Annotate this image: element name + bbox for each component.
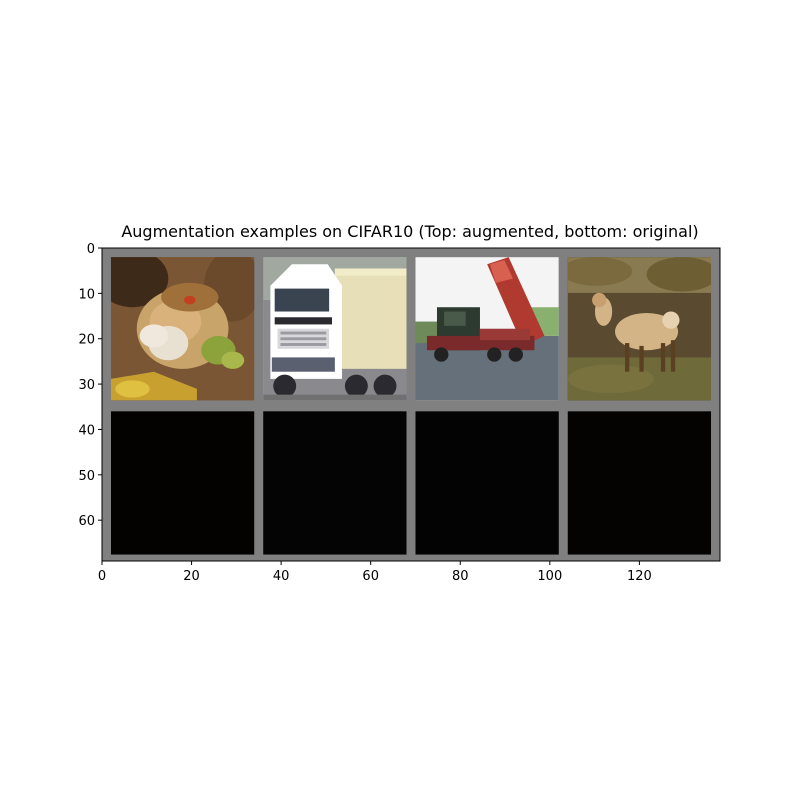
deer-body	[615, 312, 679, 351]
tile-shape	[487, 347, 502, 362]
x-tick-label: 0	[98, 569, 106, 584]
tile-shape	[280, 331, 327, 335]
dark-image-fill	[567, 411, 712, 555]
dark-image-fill	[263, 411, 407, 555]
tile-shape	[479, 328, 531, 341]
x-tick-label: 20	[183, 569, 200, 584]
tile-shape	[273, 374, 297, 398]
image-tile-frog	[110, 257, 255, 401]
tile-shape	[280, 343, 327, 346]
tile-shape	[139, 324, 169, 348]
tile-shape	[592, 292, 607, 308]
dark-image-fill	[415, 411, 559, 555]
image-tile-truck	[263, 257, 407, 401]
tile-shape	[567, 257, 633, 286]
image-tile-dark-image	[567, 411, 712, 555]
y-tick-label: 60	[78, 514, 95, 529]
tile-shape	[646, 257, 712, 292]
x-tick-label: 100	[537, 569, 562, 584]
tile-shape	[508, 347, 523, 362]
image-tile-dump-truck	[415, 257, 559, 401]
image-tile-deer	[567, 257, 712, 401]
tile-shape	[115, 380, 150, 398]
y-axis: 0 10 20 30 40 50 60	[78, 242, 102, 529]
tile-shape	[344, 374, 368, 398]
tile-shape	[489, 259, 513, 283]
tile-shape	[274, 288, 330, 312]
truck-trailer	[334, 268, 407, 369]
tile-shape	[184, 295, 196, 305]
x-tick-label: 60	[362, 569, 379, 584]
y-tick-label: 50	[78, 469, 95, 484]
x-tick-label: 40	[273, 569, 290, 584]
tile-shape	[660, 343, 666, 372]
tile-shape	[567, 364, 654, 394]
tile-shape	[639, 345, 644, 372]
image-tile-dark-image	[110, 411, 255, 555]
plot-area	[101, 247, 721, 562]
x-axis: 0 20 40 60 80 100 120	[98, 561, 652, 584]
dark-image-fill	[110, 411, 255, 555]
tile-shape	[271, 357, 335, 372]
tile-shape	[334, 268, 407, 276]
tile-shape	[110, 257, 169, 308]
tile-shape	[625, 343, 630, 372]
tile-shape	[662, 311, 680, 329]
tile-shape	[670, 340, 676, 372]
x-tick-label: 80	[452, 569, 469, 584]
x-tick-label: 120	[627, 569, 652, 584]
tile-shape	[280, 337, 327, 341]
tile-shape	[434, 347, 449, 362]
chart-title: Augmentation examples on CIFAR10 (Top: a…	[121, 222, 698, 241]
y-tick-label: 40	[78, 423, 95, 438]
y-tick-label: 20	[78, 333, 95, 348]
tile-shape	[221, 351, 245, 369]
tile-shape	[444, 311, 466, 326]
image-tile-dark-image	[415, 411, 559, 555]
tile-shape	[274, 317, 333, 325]
y-tick-label: 10	[78, 287, 95, 302]
axes-frame	[101, 247, 721, 562]
tile-shape	[373, 374, 397, 398]
image-tile-dark-image	[263, 411, 407, 555]
y-tick-label: 30	[78, 378, 95, 393]
y-tick-label: 0	[87, 242, 95, 257]
tile-shape	[263, 394, 407, 401]
